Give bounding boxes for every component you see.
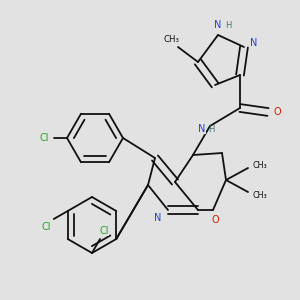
Text: CH₃: CH₃: [253, 160, 267, 169]
Text: Cl: Cl: [39, 133, 49, 143]
Text: CH₃: CH₃: [164, 34, 180, 43]
Text: CH₃: CH₃: [253, 190, 267, 200]
Text: O: O: [211, 215, 219, 225]
Text: N: N: [154, 213, 162, 223]
Text: H: H: [208, 124, 214, 134]
Text: N: N: [198, 124, 206, 134]
Text: Cl: Cl: [99, 226, 109, 236]
Text: N: N: [214, 20, 222, 30]
Text: O: O: [273, 107, 281, 117]
Text: Cl: Cl: [41, 222, 50, 232]
Text: H: H: [225, 20, 231, 29]
Text: N: N: [250, 38, 258, 48]
